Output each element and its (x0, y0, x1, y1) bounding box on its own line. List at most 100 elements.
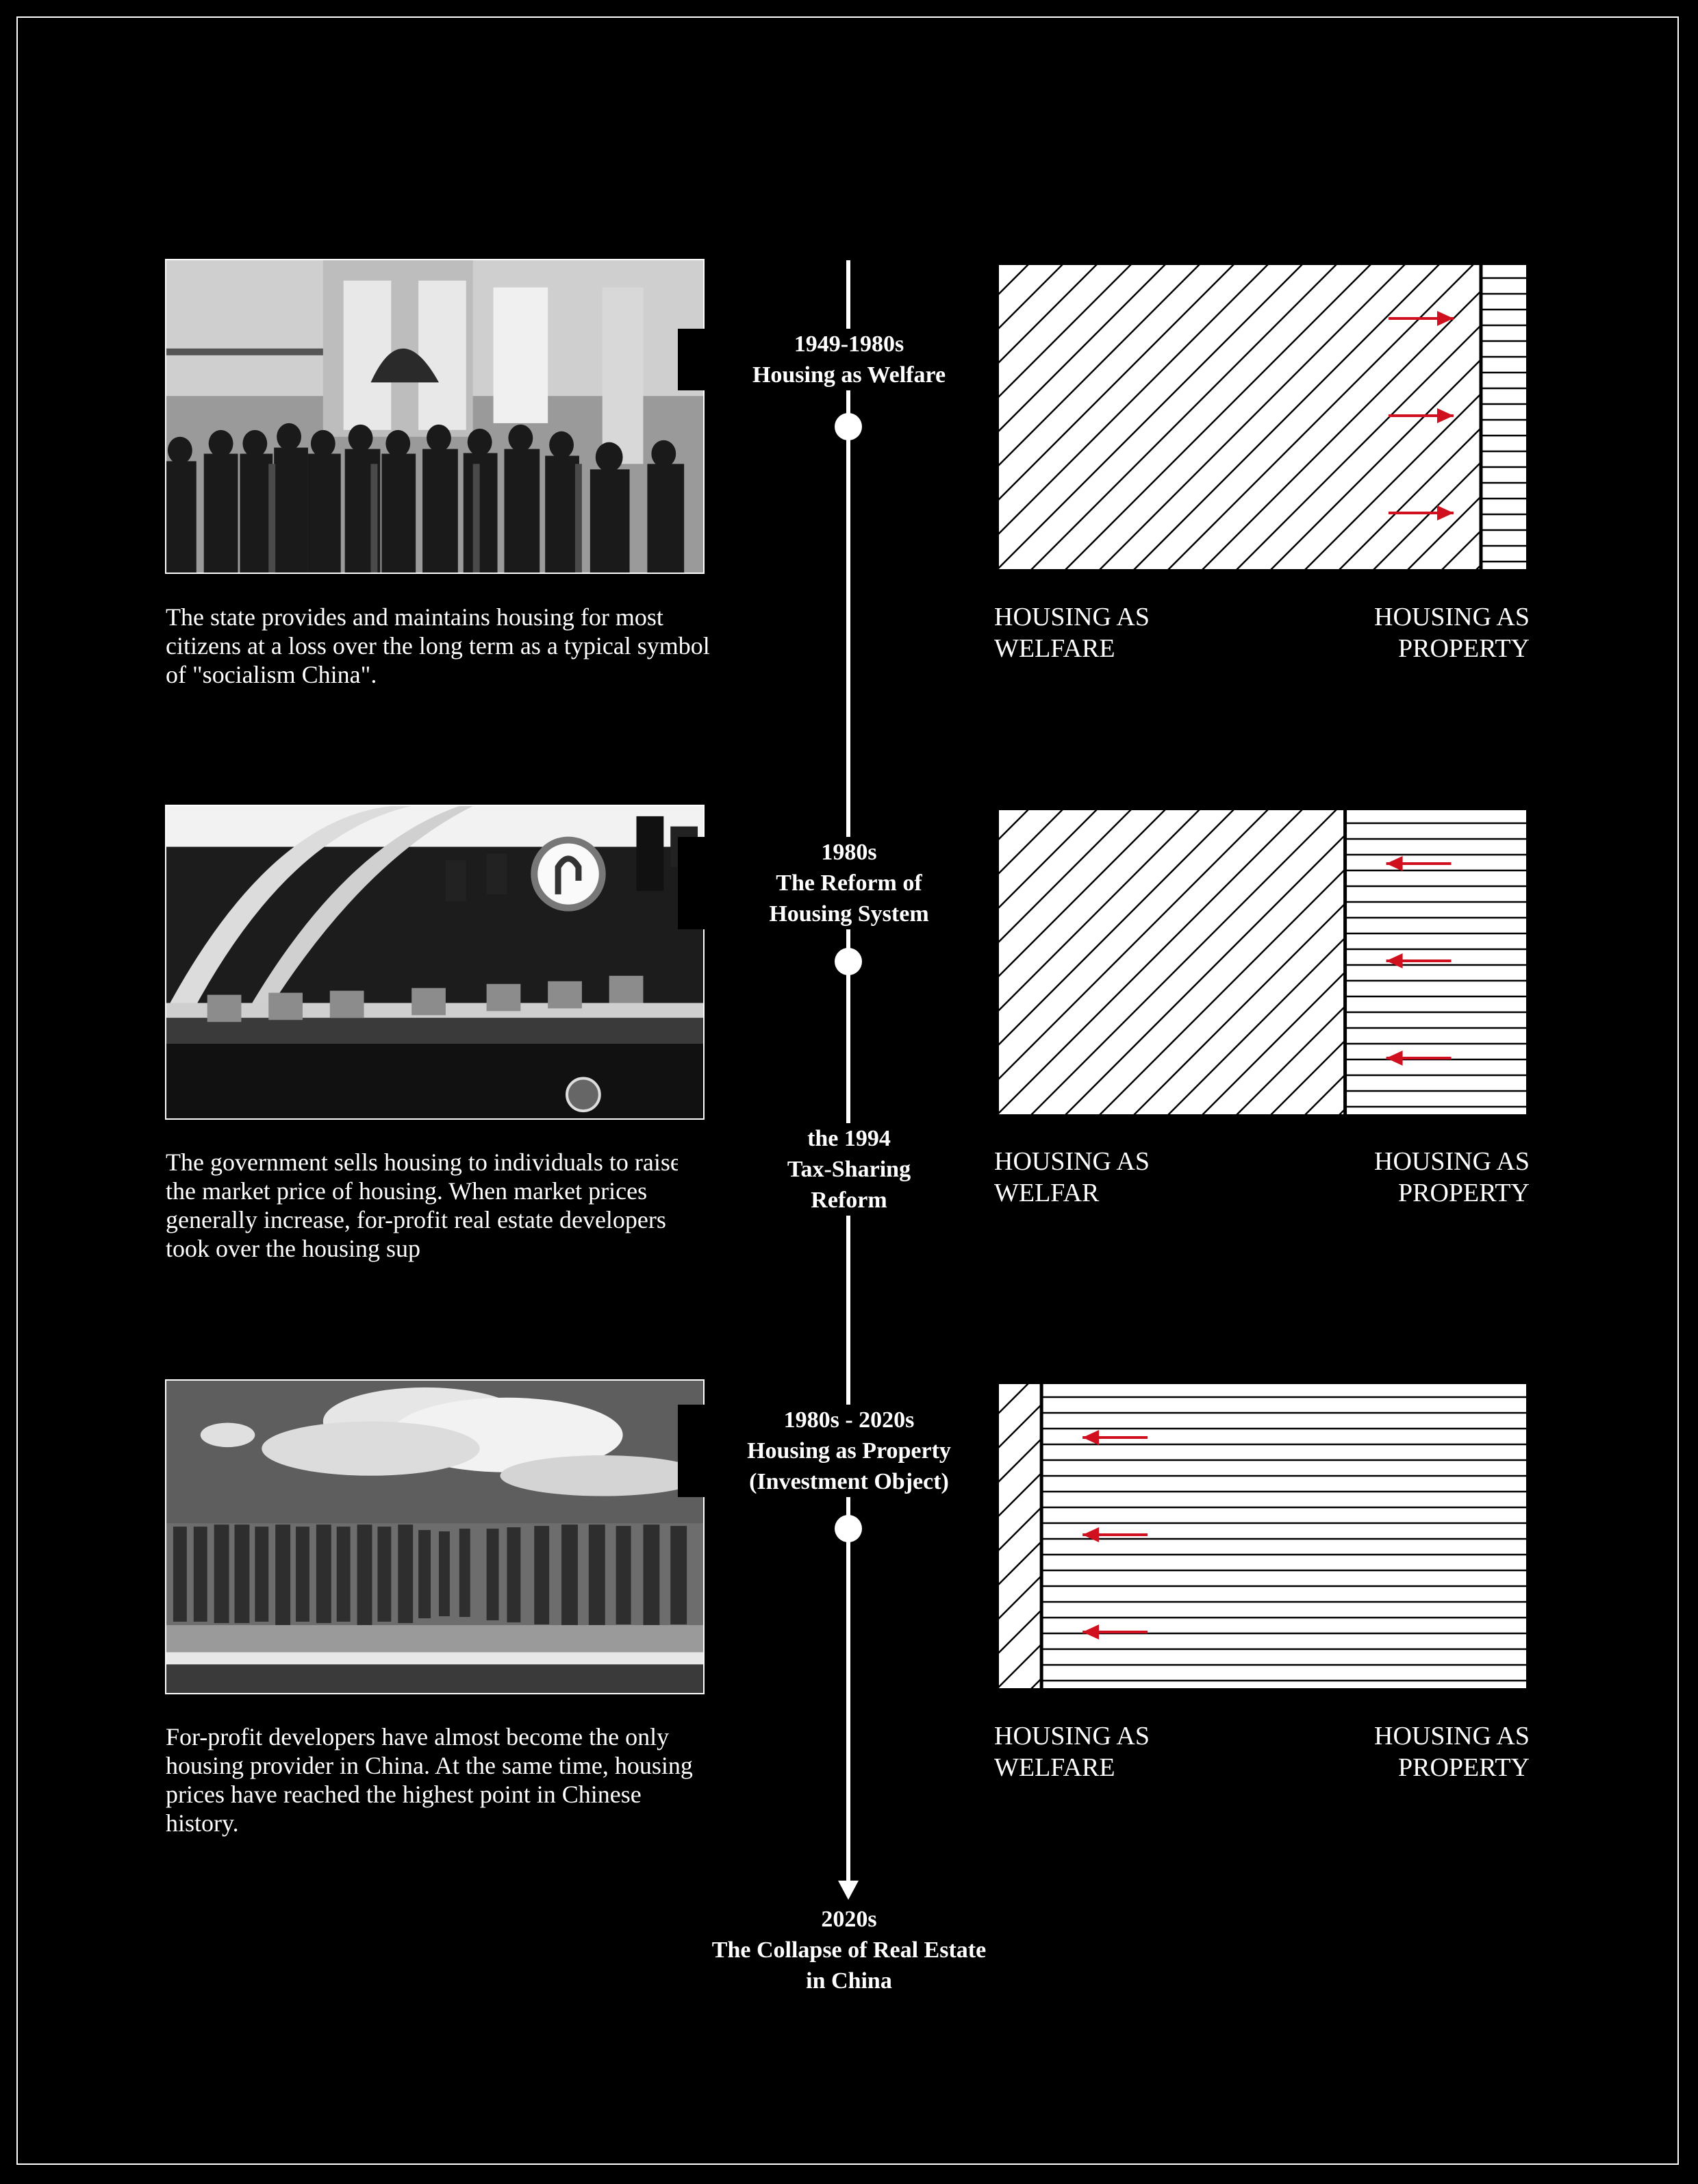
transfer-arrow (1082, 1624, 1148, 1640)
stage3-property-caption: HOUSING AS PROPERTY (1374, 1720, 1530, 1783)
hatch-line (996, 1403, 1042, 1451)
transfer-arrow (1388, 408, 1454, 423)
hatch-line (1063, 833, 1345, 1117)
stage2-period: 1980s (821, 840, 877, 865)
end-title-line1: The Collapse of Real Estate (711, 1937, 987, 1963)
timeline-label-reform: the 1994 Tax-Sharing Reform (678, 1123, 1020, 1216)
caption-line: PROPERTY (1398, 634, 1530, 663)
diagram-border (996, 1381, 1529, 1691)
hatch-line (1336, 427, 1481, 572)
share-diagram-stage1 (996, 262, 1529, 572)
timeline-dot-stage2 (835, 948, 862, 975)
property-lines (1480, 277, 1529, 563)
hatch-line (996, 262, 1202, 469)
photo-reform-bridge-banner (165, 805, 705, 1120)
caption-line: HOUSING AS (994, 603, 1150, 631)
stage3-welfare-caption: HOUSING AS WELFARE (994, 1720, 1150, 1783)
transfer-arrow (1082, 1527, 1148, 1542)
photo-high-rise-development (165, 1379, 705, 1694)
timeline-label-stage3: 1980s - 2020s Housing as Property (Inves… (678, 1405, 1020, 1497)
hatch-line (996, 262, 1271, 538)
hatch-line (1097, 262, 1408, 572)
diagram-border (996, 807, 1529, 1117)
welfare-hatch (996, 262, 1481, 572)
stage1-description: The state provides and maintains housing… (166, 603, 710, 688)
transfer-arrow (1386, 856, 1452, 871)
timeline-axis (846, 260, 850, 1883)
stage3-title-line1: Housing as Property (747, 1438, 951, 1464)
hatch-line (996, 262, 1065, 332)
stage2-property-caption: HOUSING AS PROPERTY (1374, 1146, 1530, 1209)
stage1-title: Housing as Welfare (752, 362, 946, 388)
share-diagram-stage2 (996, 807, 1529, 1117)
timeline-arrowhead (838, 1881, 859, 1900)
hatch-line (996, 807, 1271, 1083)
hatch-line (996, 807, 1237, 1049)
photo-queue-for-housing (165, 259, 705, 574)
hatch-line (1028, 262, 1339, 572)
share-diagram-stage3 (996, 1381, 1529, 1691)
timeline-label-stage2: 1980s The Reform of Housing System (678, 837, 1020, 929)
caption-line: WELFARE (994, 634, 1115, 663)
hatch-line (1200, 970, 1345, 1117)
hatch-line (1268, 1039, 1345, 1117)
welfare-hatch (996, 807, 1345, 1117)
hatch-line (996, 262, 1305, 572)
hatch-line (996, 262, 1168, 435)
hatch-line (996, 807, 1065, 877)
caption-line: PROPERTY (1398, 1179, 1530, 1207)
reform-line2: Tax-Sharing (787, 1157, 911, 1182)
transfer-arrow (1388, 505, 1454, 520)
diagram-border (996, 262, 1529, 572)
page-frame (16, 16, 1679, 2165)
caption-line: HOUSING AS (1374, 1147, 1530, 1176)
timeline-dot-stage3 (835, 1515, 862, 1542)
hatch-line (1063, 262, 1373, 572)
caption-line: HOUSING AS (994, 1147, 1150, 1176)
reform-line3: Reform (811, 1188, 887, 1213)
hatch-line (1131, 902, 1345, 1117)
property-lines (1345, 822, 1529, 1108)
stage2-description: The government sells housing to individu… (166, 1149, 681, 1262)
transfer-arrow (1386, 1051, 1452, 1066)
hatch-line (1302, 392, 1481, 572)
hatch-line (996, 807, 1305, 1117)
caption-line: HOUSING AS (1374, 1722, 1530, 1750)
hatch-line (1165, 262, 1476, 572)
caption-line: PROPERTY (1398, 1753, 1530, 1782)
hatch-line (1165, 936, 1345, 1117)
caption-line: WELFARE (994, 1753, 1115, 1782)
reform-line1: the 1994 (807, 1126, 891, 1151)
hatch-line (1097, 868, 1345, 1117)
hatch-line (996, 262, 1237, 503)
stage3-period: 1980s - 2020s (783, 1407, 915, 1433)
hatch-line (1234, 1005, 1345, 1117)
hatch-line (996, 1506, 1042, 1554)
hatch-line (996, 807, 1134, 946)
stage3-description: For-profit developers have almost become… (166, 1723, 693, 1837)
hatch-line (1371, 461, 1481, 572)
hatch-line (1131, 262, 1442, 572)
welfare-hatch (996, 1381, 1042, 1691)
stage1-period: 1949-1980s (794, 331, 904, 357)
stage2-title-line2: Housing System (769, 901, 929, 927)
stage2-title-line1: The Reform of (776, 870, 922, 896)
stage1-welfare-caption: HOUSING AS WELFARE (994, 601, 1150, 664)
hatch-line (996, 1609, 1042, 1657)
hatch-line (996, 807, 1168, 980)
timeline-label-stage1: 1949-1980s Housing as Welfare (678, 329, 1020, 390)
hatch-line (1200, 290, 1481, 572)
hatch-line (1405, 495, 1481, 572)
hatch-line (1028, 807, 1339, 1117)
hatch-line (996, 262, 1134, 401)
caption-line: HOUSING AS (1374, 603, 1530, 631)
caption-line: WELFAR (994, 1179, 1100, 1207)
end-title-line2: in China (806, 1968, 892, 1994)
property-lines (1041, 1396, 1529, 1682)
timeline-label-end: 2020s The Collapse of Real Estate in Chi… (678, 1904, 1020, 1996)
hatch-line (996, 262, 1100, 366)
transfer-arrow (1082, 1430, 1148, 1445)
hatch-line (996, 807, 1100, 912)
timeline-dot-stage1 (835, 413, 862, 440)
hatch-line (996, 807, 1202, 1014)
